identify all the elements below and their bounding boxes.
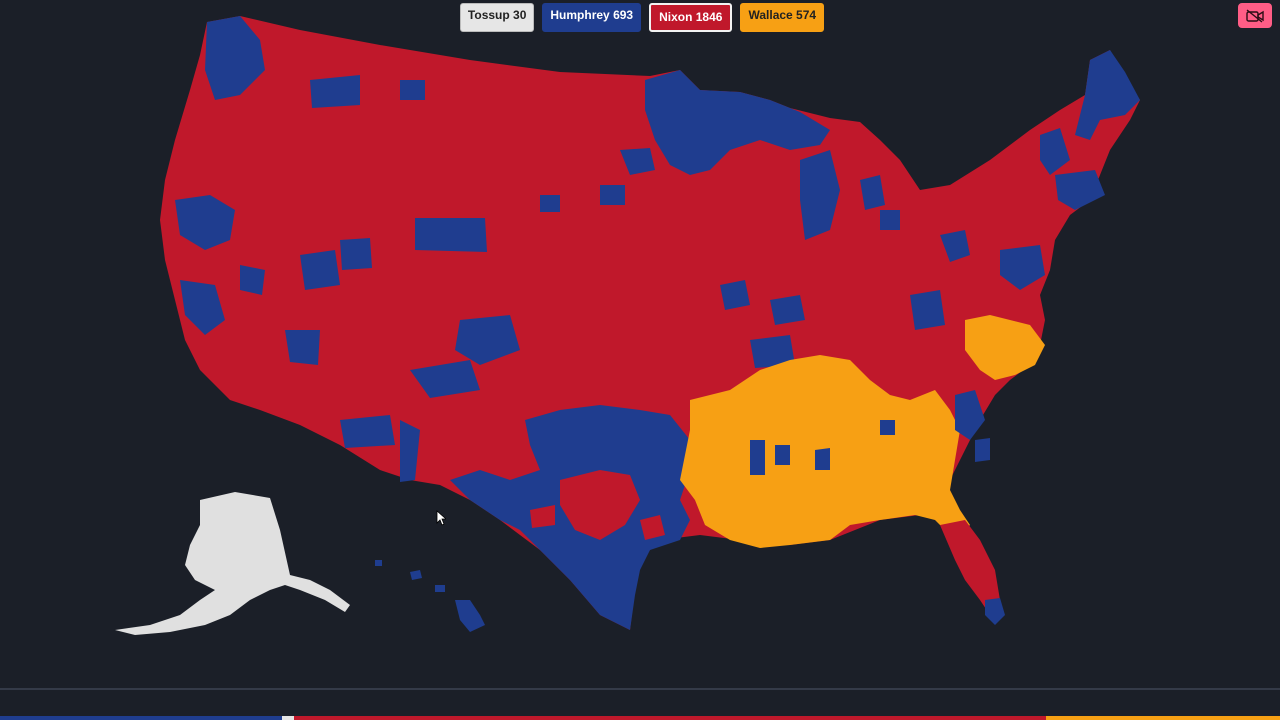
florida-region[interactable] (940, 520, 1000, 615)
candidate-legend: Tossup 30 Humphrey 693 Nixon 1846 Wallac… (0, 3, 1280, 32)
south-humphrey-patches[interactable] (750, 390, 990, 475)
west-humphrey-patches[interactable] (175, 195, 520, 482)
tossup-bar-segment (282, 716, 295, 720)
pacific-northwest-humphrey[interactable] (205, 16, 265, 100)
bottom-divider (0, 688, 1280, 690)
camera-toggle-button[interactable] (1238, 3, 1272, 28)
upper-midwest-humphrey[interactable] (310, 70, 830, 212)
humphrey-bar-segment (0, 716, 283, 720)
texas-nixon-interior[interactable] (530, 470, 665, 540)
great-lakes-humphrey[interactable] (720, 150, 900, 368)
nixon-filter-button[interactable]: Nixon 1846 (649, 3, 733, 32)
tossup-filter-button[interactable]: Tossup 30 (459, 3, 535, 32)
us-county-map[interactable] (0, 0, 1280, 690)
hawaii-humphrey[interactable] (375, 560, 485, 632)
camera-off-icon (1246, 8, 1264, 23)
wallace-bar-segment (1046, 716, 1280, 720)
carolinas-wallace[interactable] (965, 315, 1045, 380)
mouse-pointer-icon (436, 510, 446, 526)
northeast-humphrey[interactable] (910, 50, 1140, 330)
count-progress-bar (0, 716, 1280, 720)
humphrey-filter-button[interactable]: Humphrey 693 (542, 3, 642, 32)
south-florida-humphrey[interactable] (985, 598, 1005, 625)
alaska-tossup[interactable] (115, 492, 350, 635)
nixon-bar-segment (294, 716, 1047, 720)
wallace-filter-button[interactable]: Wallace 574 (740, 3, 825, 32)
